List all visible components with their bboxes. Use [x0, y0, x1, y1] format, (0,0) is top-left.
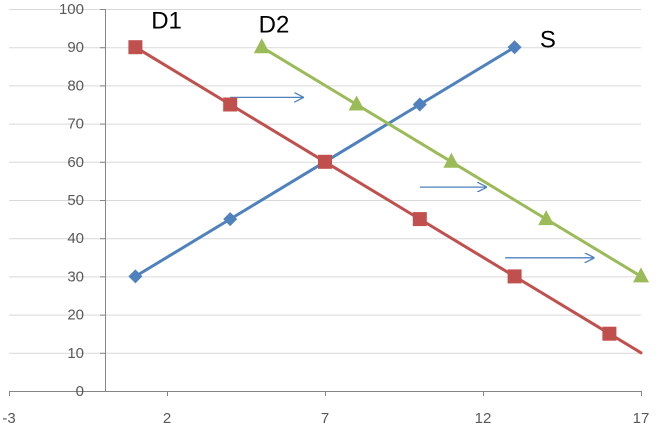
series-line-d1 — [133, 45, 643, 355]
y-tick-label: 70 — [67, 116, 84, 133]
x-tick-label: 2 — [163, 410, 171, 427]
data-point-d1 — [507, 269, 522, 284]
y-tick-label: 20 — [67, 307, 84, 324]
data-point-s — [507, 40, 522, 55]
y-tick-label: 60 — [67, 154, 84, 171]
y-tick-label: 80 — [67, 77, 84, 94]
gridlines — [9, 9, 641, 354]
y-tick-label: 0 — [76, 383, 84, 400]
data-point-d2 — [253, 38, 270, 54]
y-tick-label: 100 — [59, 1, 84, 18]
data-point-d1 — [128, 40, 143, 55]
data-point-d2 — [348, 95, 365, 111]
x-tick-label: 12 — [475, 410, 492, 427]
data-point-d2 — [633, 267, 649, 283]
series-label-d1: D1 — [151, 7, 182, 34]
y-tick-label: 30 — [67, 268, 84, 285]
data-point-d2 — [538, 210, 555, 226]
series-lines — [133, 45, 643, 355]
data-point-d2 — [443, 152, 460, 168]
labels: S D1 D2 — [151, 7, 556, 53]
data-point-d1 — [223, 97, 238, 112]
data-point-s — [223, 212, 238, 227]
data-point-s — [412, 97, 427, 112]
x-tick-label: -3 — [2, 410, 15, 427]
data-point-s — [128, 269, 143, 284]
x-tick-label: 7 — [321, 410, 329, 427]
y-tick-label: 50 — [67, 192, 84, 209]
shift-arrows — [230, 97, 593, 257]
y-tick-label: 40 — [67, 230, 84, 247]
data-markers — [128, 38, 649, 341]
data-point-d1 — [602, 326, 617, 341]
y-tick-label: 10 — [67, 345, 84, 362]
y-tick-label: 90 — [67, 39, 84, 56]
x-tick-label: 17 — [633, 410, 650, 427]
data-point-d1 — [318, 154, 332, 169]
series-label-s: S — [540, 27, 556, 54]
series-label-d2: D2 — [259, 11, 290, 38]
data-point-d1 — [412, 212, 427, 227]
